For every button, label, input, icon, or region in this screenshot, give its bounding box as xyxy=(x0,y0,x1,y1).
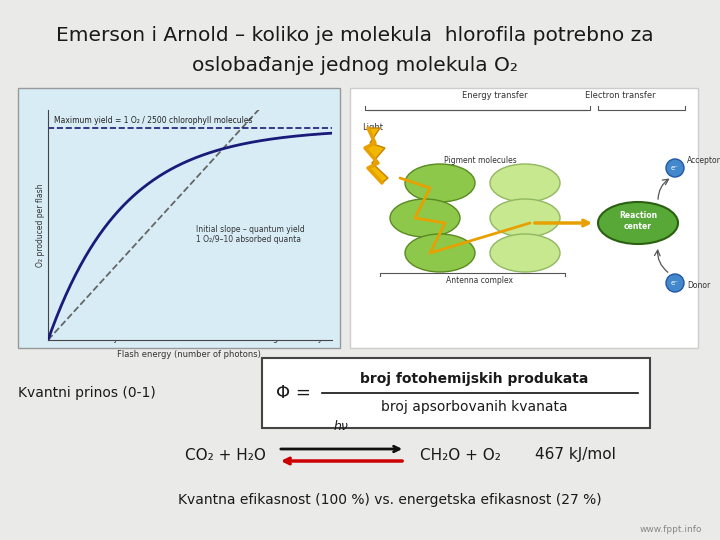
Text: Kvantni prinos (0-1): Kvantni prinos (0-1) xyxy=(18,386,156,400)
Text: e⁻: e⁻ xyxy=(671,165,679,171)
Text: Donor: Donor xyxy=(687,281,710,290)
Text: Energy transfer: Energy transfer xyxy=(462,91,528,100)
Ellipse shape xyxy=(390,199,460,237)
Bar xyxy=(18,88,340,348)
Text: Electron transfer: Electron transfer xyxy=(585,91,655,100)
Text: Emerson i Arnold – koliko je molekula  hlorofila potrebno za: Emerson i Arnold – koliko je molekula hl… xyxy=(56,26,654,45)
Ellipse shape xyxy=(598,202,678,244)
Text: Light: Light xyxy=(362,123,383,132)
Text: Maximum yield = 1 O₂ / 2500 chlorophyll molecules: Maximum yield = 1 O₂ / 2500 chlorophyll … xyxy=(54,116,252,125)
Text: Kvantna efikasnost (100 %) vs. energetska efikasnost (27 %): Kvantna efikasnost (100 %) vs. energetsk… xyxy=(178,493,602,507)
Text: ← Low intensity: ← Low intensity xyxy=(53,334,118,343)
Text: Reaction
center: Reaction center xyxy=(619,211,657,231)
Text: 467 kJ/mol: 467 kJ/mol xyxy=(535,448,616,462)
Text: broj apsorbovanih kvanata: broj apsorbovanih kvanata xyxy=(381,400,567,414)
Ellipse shape xyxy=(490,199,560,237)
Text: CH₂O + O₂: CH₂O + O₂ xyxy=(420,448,501,462)
Text: Initial slope – quantum yield
1 O₂/9–10 absorbed quanta: Initial slope – quantum yield 1 O₂/9–10 … xyxy=(196,225,305,245)
Polygon shape xyxy=(365,128,388,183)
Text: CO₂ + H₂O: CO₂ + H₂O xyxy=(185,448,266,462)
Circle shape xyxy=(666,274,684,292)
Text: Antenna complex: Antenna complex xyxy=(446,276,513,285)
Circle shape xyxy=(666,159,684,177)
Bar xyxy=(350,88,698,348)
Text: broj fotohemijskih produkata: broj fotohemijskih produkata xyxy=(360,372,588,386)
Ellipse shape xyxy=(490,234,560,272)
Ellipse shape xyxy=(490,164,560,202)
Text: oslobađanje jednog molekula O₂: oslobađanje jednog molekula O₂ xyxy=(192,56,518,75)
Text: Φ =: Φ = xyxy=(276,384,317,402)
Text: www.fppt.info: www.fppt.info xyxy=(639,525,702,534)
Text: Flash energy (number of photons): Flash energy (number of photons) xyxy=(117,350,261,359)
Bar xyxy=(262,358,650,428)
Text: hν: hν xyxy=(334,420,349,433)
Y-axis label: O₂ produced per flash: O₂ produced per flash xyxy=(36,183,45,267)
Text: e⁻: e⁻ xyxy=(671,280,679,286)
Ellipse shape xyxy=(405,164,475,202)
Text: High intensity →: High intensity → xyxy=(264,334,332,343)
Ellipse shape xyxy=(405,234,475,272)
Text: Acceptor: Acceptor xyxy=(687,156,720,165)
Text: Pigment molecules: Pigment molecules xyxy=(444,156,516,165)
